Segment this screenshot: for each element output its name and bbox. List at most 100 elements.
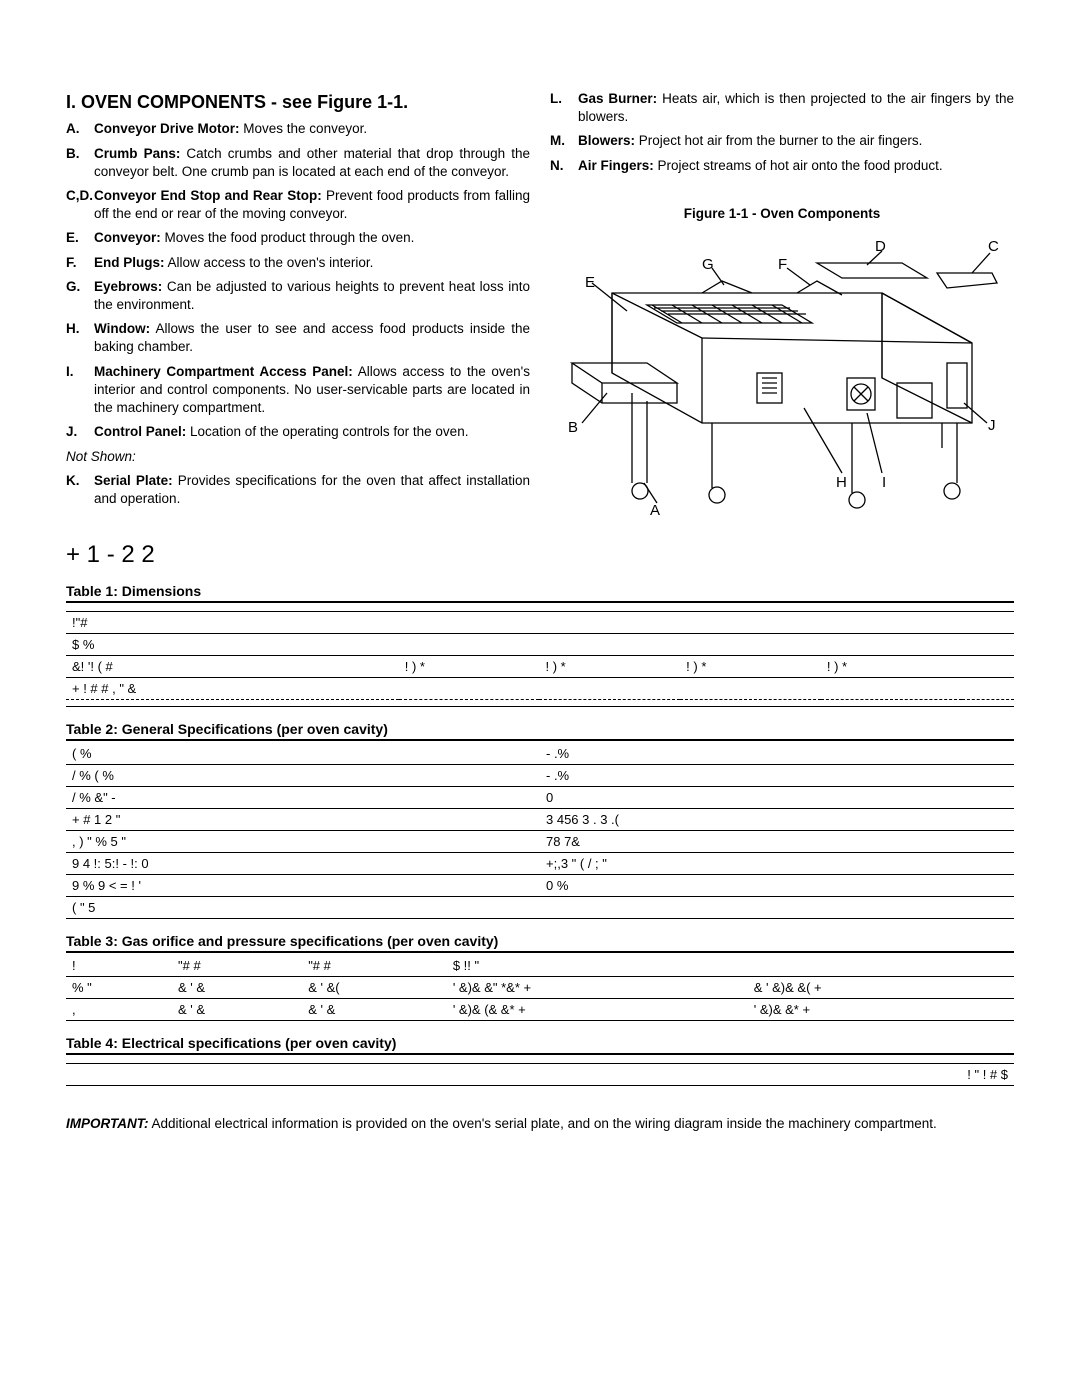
section-number: I. (66, 92, 76, 112)
component-item: H.Window: Allows the user to see and acc… (66, 320, 530, 356)
specifications-heading: + 1 - 2 2 (66, 541, 1014, 569)
diagram-label-e: E (585, 273, 595, 293)
table-row: ( " 5 (66, 897, 1014, 919)
table-cell (539, 678, 680, 700)
table-cell: & ' & (172, 977, 302, 999)
footer-note: IMPORTANT: Additional electrical informa… (66, 1116, 1014, 1131)
table-row: + # 1 2 "3 456 3 . 3 .( (66, 809, 1014, 831)
component-label: Blowers: (578, 133, 635, 148)
table-cell: % " (66, 977, 172, 999)
component-letter: A. (66, 120, 94, 138)
component-label: Window: (94, 321, 150, 336)
component-letter: I. (66, 363, 94, 418)
table-cell (962, 656, 1014, 678)
table-cell (962, 700, 1014, 707)
table-cell: ( % (66, 743, 540, 765)
table-cell (962, 612, 1014, 634)
component-item: M.Blowers: Project hot air from the burn… (550, 132, 1014, 150)
component-item: C,D.Conveyor End Stop and Rear Stop: Pre… (66, 187, 530, 223)
component-desc: Control Panel: Location of the operating… (94, 423, 530, 441)
table-cell (539, 634, 680, 656)
page-root: I. OVEN COMPONENTS - see Figure 1-1. A.C… (0, 0, 1080, 1171)
table-row: / % &" -0 (66, 787, 1014, 809)
component-label: Conveyor Drive Motor: (94, 121, 240, 136)
table-cell: 0 % (540, 875, 1014, 897)
table-cell: ! " ! # $ (242, 1064, 1014, 1086)
table-cell (399, 678, 540, 700)
component-desc: Machinery Compartment Access Panel: Allo… (94, 363, 530, 418)
table-cell (680, 612, 821, 634)
table-cell (66, 700, 399, 707)
component-letter: E. (66, 229, 94, 247)
table-cell: + ! # # , " & (66, 678, 399, 700)
diagram-label-j: J (988, 416, 996, 436)
table-cell: 9 % 9 < = ! ' (66, 875, 540, 897)
table-cell: ! ) * (821, 656, 962, 678)
table-cell: ! ) * (539, 656, 680, 678)
table-cell (821, 700, 962, 707)
component-item: I.Machinery Compartment Access Panel: Al… (66, 363, 530, 418)
table-cell: +;,3 " ( / ; " (540, 853, 1014, 875)
table-cell: &! '! ( # (66, 656, 399, 678)
table-cell: & ' & (302, 999, 447, 1021)
component-label: Eyebrows: (94, 279, 162, 294)
table4-title: Table 4: Electrical specifications (per … (66, 1035, 1014, 1055)
component-desc: Window: Allows the user to see and acces… (94, 320, 530, 356)
section-title: I. OVEN COMPONENTS - see Figure 1-1. (66, 90, 530, 114)
components-right-column: L.Gas Burner: Heats air, which is then p… (550, 90, 1014, 523)
table-cell (539, 612, 680, 634)
component-item: B.Crumb Pans: Catch crumbs and other mat… (66, 145, 530, 181)
table-row: / % ( %- .% (66, 765, 1014, 787)
table-cell: ' &)& (& &* + (447, 999, 748, 1021)
component-item: E.Conveyor: Moves the food product throu… (66, 229, 530, 247)
table-cell: ! ) * (399, 656, 540, 678)
section-title-text: OVEN COMPONENTS - see Figure 1-1. (81, 92, 408, 112)
table-cell: 0 (540, 787, 1014, 809)
table-cell: ' &)& &* + (748, 999, 1014, 1021)
footer-important: IMPORTANT: (66, 1116, 149, 1131)
table-row: &! '! ( #! ) *! ) *! ) *! ) * (66, 656, 1014, 678)
component-label: Conveyor End Stop and Rear Stop: (94, 188, 322, 203)
components-left-column: I. OVEN COMPONENTS - see Figure 1-1. A.C… (66, 90, 530, 523)
table-cell (680, 700, 821, 707)
component-letter: N. (550, 157, 578, 175)
table-cell (821, 634, 962, 656)
components-list-left-ns: K.Serial Plate: Provides specifications … (66, 472, 530, 508)
diagram-label-b: B (568, 418, 578, 438)
table-cell (680, 634, 821, 656)
component-label: Control Panel: (94, 424, 186, 439)
table-row: 9 4 !: 5:! - !: 0+;,3 " ( / ; " (66, 853, 1014, 875)
table-row: ,& ' && ' &' &)& (& &* +' &)& &* + (66, 999, 1014, 1021)
table-cell: / % ( % (66, 765, 540, 787)
component-desc: Serial Plate: Provides specifications fo… (94, 472, 530, 508)
table-row: ! " ! # $ (66, 1064, 1014, 1086)
component-desc: Eyebrows: Can be adjusted to various hei… (94, 278, 530, 314)
component-item: N.Air Fingers: Project streams of hot ai… (550, 157, 1014, 175)
table-cell (539, 700, 680, 707)
component-desc: Crumb Pans: Catch crumbs and other mater… (94, 145, 530, 181)
component-letter: G. (66, 278, 94, 314)
table-cell: - .% (540, 765, 1014, 787)
component-letter: C,D. (66, 187, 94, 223)
oven-diagram-svg (550, 233, 1014, 523)
table1-title: Table 1: Dimensions (66, 583, 1014, 603)
component-desc: End Plugs: Allow access to the oven's in… (94, 254, 530, 272)
table-header-row: !"# #"# #$ !! " (66, 955, 1014, 977)
table-header-cell: ! (66, 955, 172, 977)
component-desc: Conveyor: Moves the food product through… (94, 229, 530, 247)
component-item: K.Serial Plate: Provides specifications … (66, 472, 530, 508)
diagram-label-f: F (778, 255, 787, 275)
table-cell (540, 897, 1014, 919)
component-letter: L. (550, 90, 578, 126)
table-cell: & ' & (172, 999, 302, 1021)
table-cell (962, 678, 1014, 700)
component-item: G.Eyebrows: Can be adjusted to various h… (66, 278, 530, 314)
component-item: F.End Plugs: Allow access to the oven's … (66, 254, 530, 272)
table-cell: ( " 5 (66, 897, 540, 919)
table-cell: + # 1 2 " (66, 809, 540, 831)
component-item: J.Control Panel: Location of the operati… (66, 423, 530, 441)
table-cell (66, 1064, 242, 1086)
component-label: Conveyor: (94, 230, 161, 245)
component-desc: Air Fingers: Project streams of hot air … (578, 157, 1014, 175)
table-cell: , ) " % 5 " (66, 831, 540, 853)
